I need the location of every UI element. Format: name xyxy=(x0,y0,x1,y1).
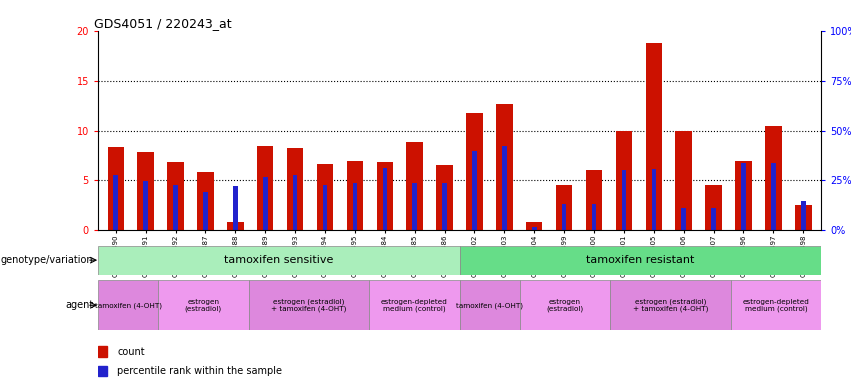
Text: genotype/variation: genotype/variation xyxy=(1,255,94,265)
Bar xyxy=(233,187,237,230)
Bar xyxy=(496,104,512,230)
Bar xyxy=(203,192,208,230)
Bar xyxy=(107,147,124,230)
Bar xyxy=(502,146,506,230)
Bar xyxy=(771,162,776,230)
Bar xyxy=(174,185,178,230)
Bar xyxy=(472,151,477,230)
Bar xyxy=(323,185,328,230)
Bar xyxy=(591,204,597,230)
Bar xyxy=(369,280,460,330)
Bar xyxy=(143,182,148,230)
Bar xyxy=(98,366,106,376)
Bar xyxy=(158,280,248,330)
Bar xyxy=(765,126,781,230)
Bar xyxy=(646,43,662,230)
Text: GDS4051 / 220243_at: GDS4051 / 220243_at xyxy=(94,17,231,30)
Bar xyxy=(437,164,453,230)
Text: estrogen (estradiol)
+ tamoxifen (4-OHT): estrogen (estradiol) + tamoxifen (4-OHT) xyxy=(271,298,346,312)
Text: estrogen (estradiol)
+ tamoxifen (4-OHT): estrogen (estradiol) + tamoxifen (4-OHT) xyxy=(633,298,708,312)
Bar xyxy=(532,227,537,230)
Bar xyxy=(711,209,716,230)
Bar xyxy=(795,205,812,230)
Bar xyxy=(610,280,731,330)
Bar xyxy=(346,161,363,230)
Bar xyxy=(466,113,483,230)
Bar xyxy=(621,170,626,230)
Bar xyxy=(413,184,417,230)
Text: tamoxifen (4-OHT): tamoxifen (4-OHT) xyxy=(456,302,523,308)
Bar xyxy=(352,184,357,230)
Text: tamoxifen resistant: tamoxifen resistant xyxy=(586,255,694,265)
Bar xyxy=(98,346,106,357)
Bar xyxy=(460,246,821,275)
Bar xyxy=(705,185,722,230)
Bar xyxy=(168,162,184,230)
Bar xyxy=(197,172,214,230)
Bar xyxy=(248,280,369,330)
Bar xyxy=(138,152,154,230)
Bar xyxy=(377,162,393,230)
Text: estrogen
(estradiol): estrogen (estradiol) xyxy=(185,298,222,312)
Bar xyxy=(682,209,686,230)
Bar xyxy=(652,169,656,230)
Bar xyxy=(585,170,603,230)
Text: estrogen-depleted
medium (control): estrogen-depleted medium (control) xyxy=(743,298,809,312)
Bar xyxy=(407,142,423,230)
Bar xyxy=(293,175,298,230)
Bar xyxy=(520,280,610,330)
Bar xyxy=(98,246,460,275)
Bar xyxy=(735,161,751,230)
Bar xyxy=(562,204,567,230)
Bar xyxy=(382,169,387,230)
Bar xyxy=(676,131,692,230)
Text: estrogen
(estradiol): estrogen (estradiol) xyxy=(546,298,584,312)
Bar xyxy=(257,146,273,230)
Bar xyxy=(113,175,118,230)
Bar xyxy=(616,131,632,230)
Bar xyxy=(287,147,303,230)
Bar xyxy=(317,164,334,230)
Text: agent: agent xyxy=(66,300,94,310)
Text: count: count xyxy=(117,347,145,357)
Text: tamoxifen (4-OHT): tamoxifen (4-OHT) xyxy=(94,302,162,308)
Bar xyxy=(741,162,745,230)
Bar xyxy=(731,280,821,330)
Bar xyxy=(460,280,520,330)
Text: tamoxifen sensitive: tamoxifen sensitive xyxy=(224,255,334,265)
Bar xyxy=(801,202,806,230)
Bar xyxy=(227,222,243,230)
Bar xyxy=(526,222,542,230)
Text: percentile rank within the sample: percentile rank within the sample xyxy=(117,366,283,376)
Bar xyxy=(443,184,447,230)
Text: estrogen-depleted
medium (control): estrogen-depleted medium (control) xyxy=(381,298,448,312)
Bar xyxy=(263,177,267,230)
Bar xyxy=(98,280,158,330)
Bar xyxy=(556,185,573,230)
